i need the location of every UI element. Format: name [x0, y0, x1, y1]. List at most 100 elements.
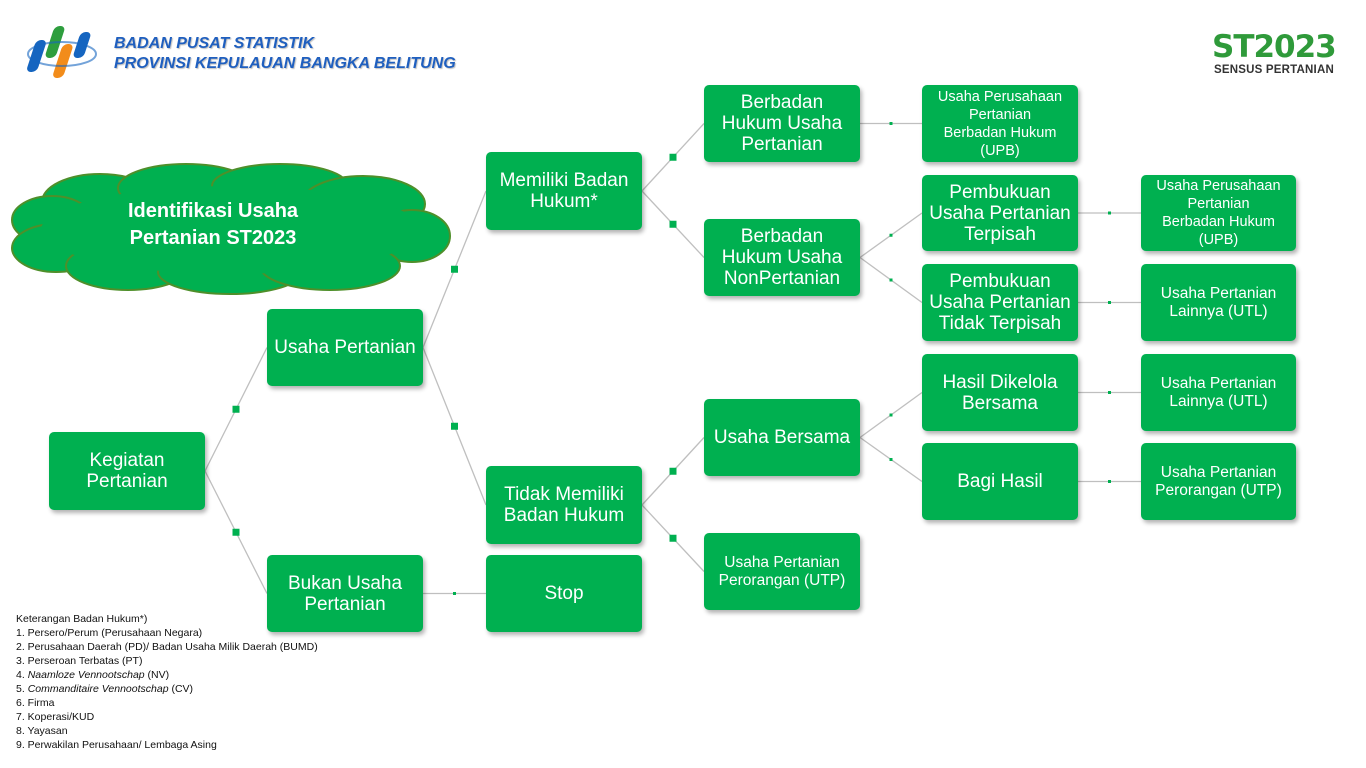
node-kegiatan-pertanian: Kegiatan Pertanian — [49, 432, 205, 510]
node-label-line: Berbadan — [740, 226, 824, 247]
node-pembukuan-tidak-terpisah: Pembukuan Usaha Pertanian Tidak Terpisah — [922, 264, 1078, 341]
node-label: Bukan Usaha Pertanian — [288, 573, 402, 615]
node-label-line: Usaha Perusahaan — [1156, 178, 1281, 194]
node-label-line: Usaha Pertanian — [929, 292, 1071, 313]
node-label-line: Hukum Usaha — [721, 247, 843, 268]
node-label-line: Perorangan (UTP) — [1155, 481, 1282, 499]
connector-marker — [889, 278, 893, 282]
node-label-line: Hukum Usaha — [721, 113, 843, 134]
node-label: Usaha Pertanian — [274, 337, 416, 358]
node-label-line: Pembukuan — [949, 181, 1051, 203]
node-label: Berbadan Hukum Usaha NonPertanian — [722, 226, 842, 289]
node-label: Usaha Pertanian Perorangan (UTP) — [719, 554, 846, 590]
connector-marker — [889, 233, 893, 237]
notes-item: 1. Persero/Perum (Perusahaan Negara) — [16, 627, 203, 639]
node-berbadan-hukum-usaha-pertanian: Berbadan Hukum Usaha Pertanian — [704, 85, 860, 162]
connector-marker — [669, 534, 677, 542]
node-label-line: Perorangan (UTP) — [718, 571, 846, 589]
node-label: Memiliki Badan Hukum* — [500, 170, 629, 212]
node-label-line: Tidak Terpisah — [938, 313, 1062, 334]
title-line2: Pertanian ST2023 — [129, 227, 297, 249]
bps-logo-icon — [27, 26, 97, 78]
st2023-logo-sub: SENSUS PERTANIAN — [1214, 64, 1334, 76]
connector-marker — [889, 458, 893, 461]
node-label-line: Pertanian — [86, 471, 168, 492]
org-name-line1: BADAN PUSAT STATISTIK — [114, 35, 314, 52]
connector-marker — [1108, 301, 1111, 304]
node-label-line: Terpisah — [964, 223, 1036, 245]
title-cloud-shape — [11, 163, 451, 295]
notes-item: 5. Commanditaire Vennootschap (CV) — [16, 683, 194, 695]
org-name: BADAN PUSAT STATISTIK PROVINSI KEPULAUAN… — [114, 34, 456, 74]
node-hasil-dikelola-bersama: Hasil Dikelola Bersama — [922, 354, 1078, 431]
node-label-line: Berbadan Hukum — [943, 124, 1057, 141]
notes-item: 3. Perseroan Terbatas (PT) — [16, 655, 143, 667]
node-label-line: Usaha Pertanian — [724, 553, 840, 571]
node-label: Stop — [544, 583, 583, 604]
connector-marker — [232, 405, 240, 413]
node-label-line: Pertanian — [968, 106, 1032, 123]
connector-marker — [889, 413, 893, 417]
node-label-line: Usaha Pertanian — [1160, 284, 1277, 302]
node-label-line: (UPB) — [1198, 232, 1239, 248]
node-label-line: Lainnya (UTL) — [1169, 392, 1268, 410]
node-label: Berbadan Hukum Usaha Pertanian — [722, 92, 842, 155]
node-label: Usaha Pertanian Lainnya (UTL) — [1161, 375, 1276, 411]
title-line1: Identifikasi Usaha — [127, 200, 299, 222]
connector-marker — [232, 528, 240, 536]
notes-item: 9. Perwakilan Perusahaan/ Lembaga Asing — [16, 739, 217, 751]
node-label: Tidak Memiliki Badan Hukum — [504, 484, 624, 526]
node-label: Pembukuan Usaha Pertanian Tidak Terpisah — [929, 271, 1071, 334]
node-upb-1: Usaha Perusahaan Pertanian Berbadan Hukum(… — [922, 85, 1078, 162]
node-bukan-usaha-pertanian: Bukan Usaha Pertanian — [267, 555, 423, 632]
node-label-line: Berbadan — [740, 92, 824, 113]
node-utl-2: Usaha Pertanian Lainnya (UTL) — [1141, 354, 1296, 431]
notes-item: 2. Perusahaan Daerah (PD)/ Badan Usaha M… — [16, 641, 318, 653]
node-label-line: Usaha Perusahaan — [937, 88, 1063, 105]
node-label-line: Usaha Pertanian — [1160, 374, 1277, 392]
node-berbadan-hukum-usaha-nonpertanian: Berbadan Hukum Usaha NonPertanian — [704, 219, 860, 296]
node-label: Usaha Bersama — [714, 427, 850, 448]
node-memiliki-badan-hukum: Memiliki Badan Hukum* — [486, 152, 642, 230]
node-label-line: Usaha Pertanian — [274, 337, 416, 358]
connector-marker — [669, 220, 677, 228]
notes-item: 6. Firma — [16, 697, 55, 709]
connector-marker — [453, 592, 456, 595]
node-label-line: Usaha Pertanian — [929, 202, 1071, 224]
notes-item: 4. Naamloze Vennootschap (NV) — [16, 669, 170, 681]
notes-legend: Keterangan Badan Hukum*) 1. Persero/Peru… — [16, 612, 318, 752]
node-label: Hasil Dikelola Bersama — [942, 372, 1057, 414]
node-label: Pembukuan Usaha Pertanian Terpisah — [929, 182, 1071, 245]
st2023-logo: ST2023 SENSUS PERTANIAN — [1210, 28, 1344, 76]
node-utp-perorangan: Usaha Pertanian Perorangan (UTP) — [704, 533, 860, 610]
node-label: Bagi Hasil — [957, 471, 1043, 492]
node-label-line: Memiliki Badan — [499, 170, 629, 191]
notes-item: 7. Koperasi/KUD — [16, 711, 95, 723]
node-label-line: Pertanian — [304, 593, 386, 615]
node-utp-2: Usaha Pertanian Perorangan (UTP) — [1141, 443, 1296, 520]
notes-title: Keterangan Badan Hukum*) — [16, 613, 148, 625]
node-label-line: Stop — [544, 583, 584, 604]
org-name-line2: PROVINSI KEPULAUAN BANGKA BELITUNG — [114, 55, 456, 72]
node-utl-1: Usaha Pertanian Lainnya (UTL) — [1141, 264, 1296, 341]
connector-marker — [669, 467, 677, 475]
node-label-line: Usaha Bersama — [713, 427, 851, 448]
node-label: Usaha Pertanian Perorangan (UTP) — [1155, 464, 1282, 500]
node-bagi-hasil: Bagi Hasil — [922, 443, 1078, 520]
node-label: Usaha Perusahaan Pertanian Berbadan Hukum(… — [938, 88, 1062, 160]
node-label-line: Lainnya (UTL) — [1169, 302, 1268, 320]
node-label: Usaha Pertanian Lainnya (UTL) — [1161, 285, 1276, 321]
connector-marker — [1108, 211, 1111, 215]
connector-marker — [889, 122, 893, 125]
node-label-line: Pembukuan — [949, 271, 1051, 292]
notes-item: 8. Yayasan — [16, 725, 68, 737]
node-usaha-bersama: Usaha Bersama — [704, 399, 860, 476]
connector-marker — [1108, 391, 1111, 394]
node-label-line: Pertanian — [741, 134, 823, 155]
st2023-logo-text: ST2023 — [1212, 29, 1336, 62]
connector-marker — [1108, 480, 1111, 483]
node-pembukuan-terpisah: Pembukuan Usaha Pertanian Terpisah — [922, 175, 1078, 251]
node-label-line: Kegiatan — [89, 450, 165, 471]
node-stop: Stop — [486, 555, 642, 632]
